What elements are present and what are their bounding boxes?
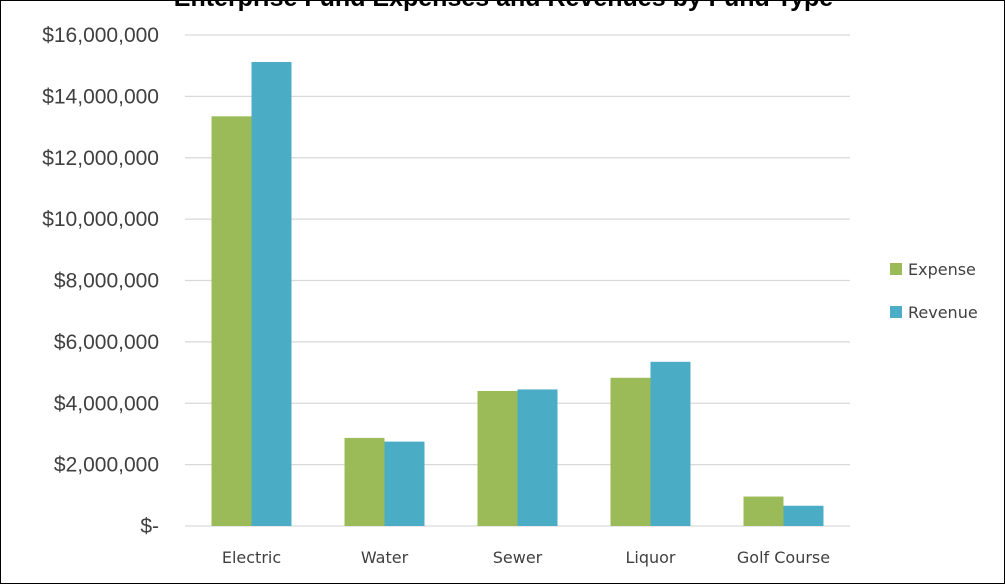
- y-tick-label: $10,000,000: [42, 208, 159, 231]
- bar-revenue-sewer: [517, 389, 558, 526]
- y-tick-label: $-: [140, 515, 159, 538]
- bars: [211, 62, 824, 527]
- bar-expense-water: [344, 437, 385, 526]
- y-tick-label: $8,000,000: [54, 270, 159, 293]
- x-tick-label: Golf Course: [737, 548, 830, 567]
- x-tick-label: Water: [361, 548, 409, 567]
- legend-swatch-expense: [890, 263, 902, 275]
- x-axis-ticks: Electric Water Sewer Liquor Golf Course: [222, 548, 830, 567]
- bar-revenue-golf-course: [783, 505, 824, 526]
- y-tick-label: $6,000,000: [54, 331, 159, 354]
- legend-swatch-revenue: [890, 306, 902, 318]
- bar-revenue-water: [384, 441, 425, 526]
- bar-revenue-liquor: [650, 361, 691, 526]
- y-tick-label: $14,000,000: [42, 85, 159, 108]
- bar-expense-sewer: [477, 390, 518, 526]
- bar-expense-liquor: [610, 377, 651, 526]
- bar-expense-golf-course: [743, 496, 784, 526]
- chart-title: Enterprise Fund Expenses and Revenues by…: [1, 0, 1005, 13]
- x-tick-label: Electric: [222, 548, 281, 567]
- x-tick-label: Liquor: [625, 548, 675, 567]
- legend-label-revenue: Revenue: [908, 303, 978, 322]
- y-tick-label: $12,000,000: [42, 147, 159, 170]
- bar-expense-electric: [211, 116, 252, 527]
- x-tick-label: Sewer: [493, 548, 543, 567]
- y-tick-label: $4,000,000: [54, 392, 159, 415]
- y-axis-ticks: $- $2,000,000 $4,000,000 $6,000,000 $8,000,0…: [42, 24, 159, 538]
- y-tick-label: $16,000,000: [42, 24, 159, 47]
- bar-revenue-electric: [251, 62, 292, 526]
- legend: Expense Revenue: [890, 260, 978, 322]
- y-tick-label: $2,000,000: [54, 454, 159, 477]
- legend-label-expense: Expense: [908, 260, 976, 279]
